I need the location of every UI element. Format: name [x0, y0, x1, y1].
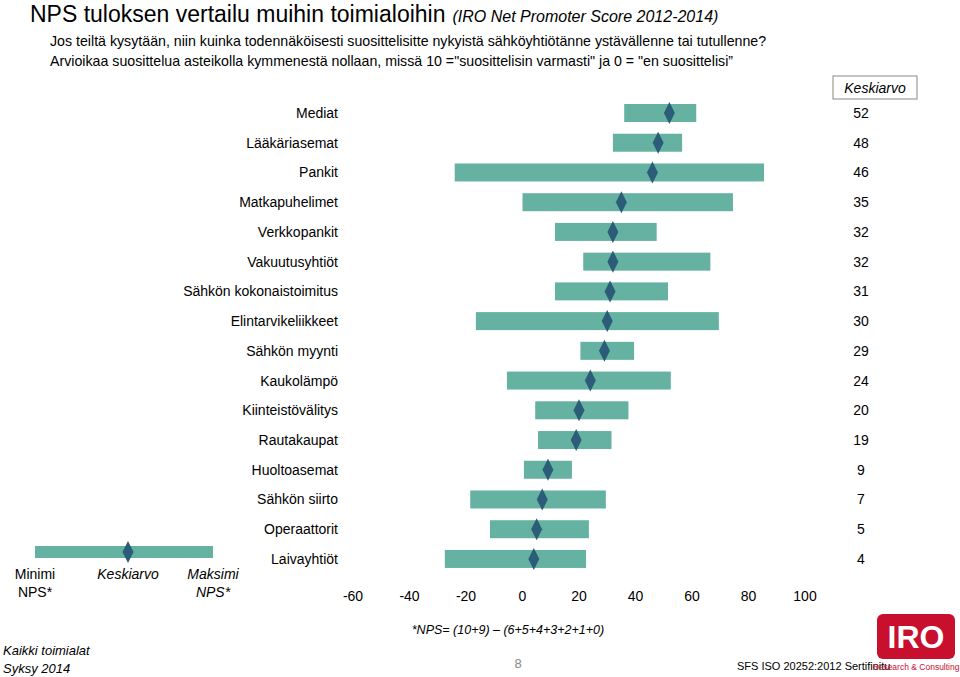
source-line: Kaikki toimialat — [3, 643, 91, 658]
mean-label: 7 — [857, 491, 865, 507]
category-label: Operaattorit — [264, 521, 338, 537]
legend-diamond — [123, 541, 134, 563]
mean-label: 31 — [853, 283, 869, 299]
x-tick-label: 40 — [628, 588, 644, 604]
category-label: Verkkopankit — [258, 224, 338, 240]
mean-label: 48 — [853, 135, 869, 151]
plot-marks — [445, 102, 764, 570]
mean-marker — [602, 310, 613, 332]
mean-marker — [664, 102, 675, 124]
range-bar — [624, 104, 696, 122]
category-label: Vakuutusyhtiöt — [247, 254, 338, 270]
range-bar — [445, 550, 586, 568]
mean-label: 35 — [853, 194, 869, 210]
certification: SFS ISO 20252:2012 Sertifioitu — [737, 660, 890, 672]
logo-tagline: Research & Consulting — [873, 662, 960, 672]
legend-label: Minimi NPS* — [15, 566, 55, 600]
legend-label-line: NPS* — [196, 584, 231, 600]
question: Jos teiltä kysytään, niin kuinka todennä… — [50, 33, 766, 49]
mean-marker — [531, 518, 542, 540]
mean-label: 52 — [853, 105, 869, 121]
range-bar — [555, 223, 657, 241]
mean-marker — [542, 459, 553, 481]
range-bar — [523, 193, 733, 211]
x-tick-label: -60 — [343, 588, 363, 604]
mean-label: 5 — [857, 521, 865, 537]
mean-marker — [607, 251, 618, 273]
mean-label: 19 — [853, 432, 869, 448]
mean-marker — [653, 132, 664, 154]
category-label: Sähkön myynti — [246, 343, 338, 359]
category-label: Kaukolämpö — [260, 373, 338, 389]
mean-label: 29 — [853, 343, 869, 359]
mean-header: Keskiarvo — [844, 80, 906, 96]
x-tick-label: 100 — [793, 588, 817, 604]
mean-marker — [607, 221, 618, 243]
x-tick-label: 80 — [741, 588, 757, 604]
category-label: Sähkön siirto — [257, 491, 338, 507]
legend-label-line: Keskiarvo — [97, 566, 159, 582]
mean-marker — [599, 340, 610, 362]
range-bar — [613, 134, 682, 152]
logo-box — [877, 614, 955, 659]
category-label: Mediat — [296, 105, 338, 121]
mean-label: 9 — [857, 462, 865, 478]
category-label: Pankit — [299, 164, 338, 180]
mean-label: 46 — [853, 164, 869, 180]
mean-marker — [647, 161, 658, 183]
mean-marker — [528, 548, 539, 570]
x-tick-label: -40 — [399, 588, 419, 604]
mean-label: 32 — [853, 224, 869, 240]
legend-label: Keskiarvo — [97, 566, 159, 582]
mean-label: 24 — [853, 373, 869, 389]
mean-marker — [571, 429, 582, 451]
mean-marker — [616, 191, 627, 213]
question: Arvioikaa suosittelua asteikolla kymmene… — [50, 53, 733, 69]
source-line: Syksy 2014 — [3, 661, 70, 676]
category-label: Huoltoasemat — [252, 462, 338, 478]
x-tick-label: 60 — [684, 588, 700, 604]
mean-label: 30 — [853, 313, 869, 329]
mean-label: 4 — [857, 551, 865, 567]
subtitle: (IRO Net Promoter Score 2012-2014) — [452, 8, 718, 25]
chart: NPS tuloksen vertailu muihin toimialoihi… — [0, 0, 960, 677]
range-bar — [476, 312, 719, 330]
category-label: Elintarvikeliikkeet — [231, 313, 338, 329]
category-label: Kiinteistövälitys — [242, 402, 338, 418]
mean-label: 32 — [853, 254, 869, 270]
category-label: Laivayhtiöt — [271, 551, 338, 567]
mean-marker — [537, 488, 548, 510]
legend-label: Maksimi NPS* — [187, 566, 239, 600]
category-label: Sähkön kokonaistoimitus — [183, 283, 338, 299]
range-bar — [583, 253, 710, 271]
category-label: Lääkäriasemat — [246, 135, 338, 151]
mean-marker — [585, 370, 596, 392]
x-tick-label: -20 — [456, 588, 476, 604]
mean-header-box — [833, 76, 917, 99]
category-label: Matkapuhelimet — [239, 194, 338, 210]
page-number: 8 — [514, 656, 521, 671]
x-tick-label: 20 — [571, 588, 587, 604]
logo-text: IRO — [888, 619, 945, 655]
legend-label-line: Maksimi — [187, 566, 239, 582]
mean-label: 20 — [853, 402, 869, 418]
footnote: *NPS= (10+9) – (6+5+4+3+2+1+0) — [412, 623, 605, 637]
legend-label-line: Minimi — [15, 566, 55, 582]
mean-marker — [574, 399, 585, 421]
range-bar — [455, 163, 764, 181]
category-label: Rautakaupat — [259, 432, 339, 448]
mean-marker — [605, 280, 616, 302]
legend-label-line: NPS* — [18, 584, 53, 600]
x-tick-label: 0 — [519, 588, 527, 604]
title: NPS tuloksen vertailu muihin toimialoihi… — [30, 1, 445, 27]
